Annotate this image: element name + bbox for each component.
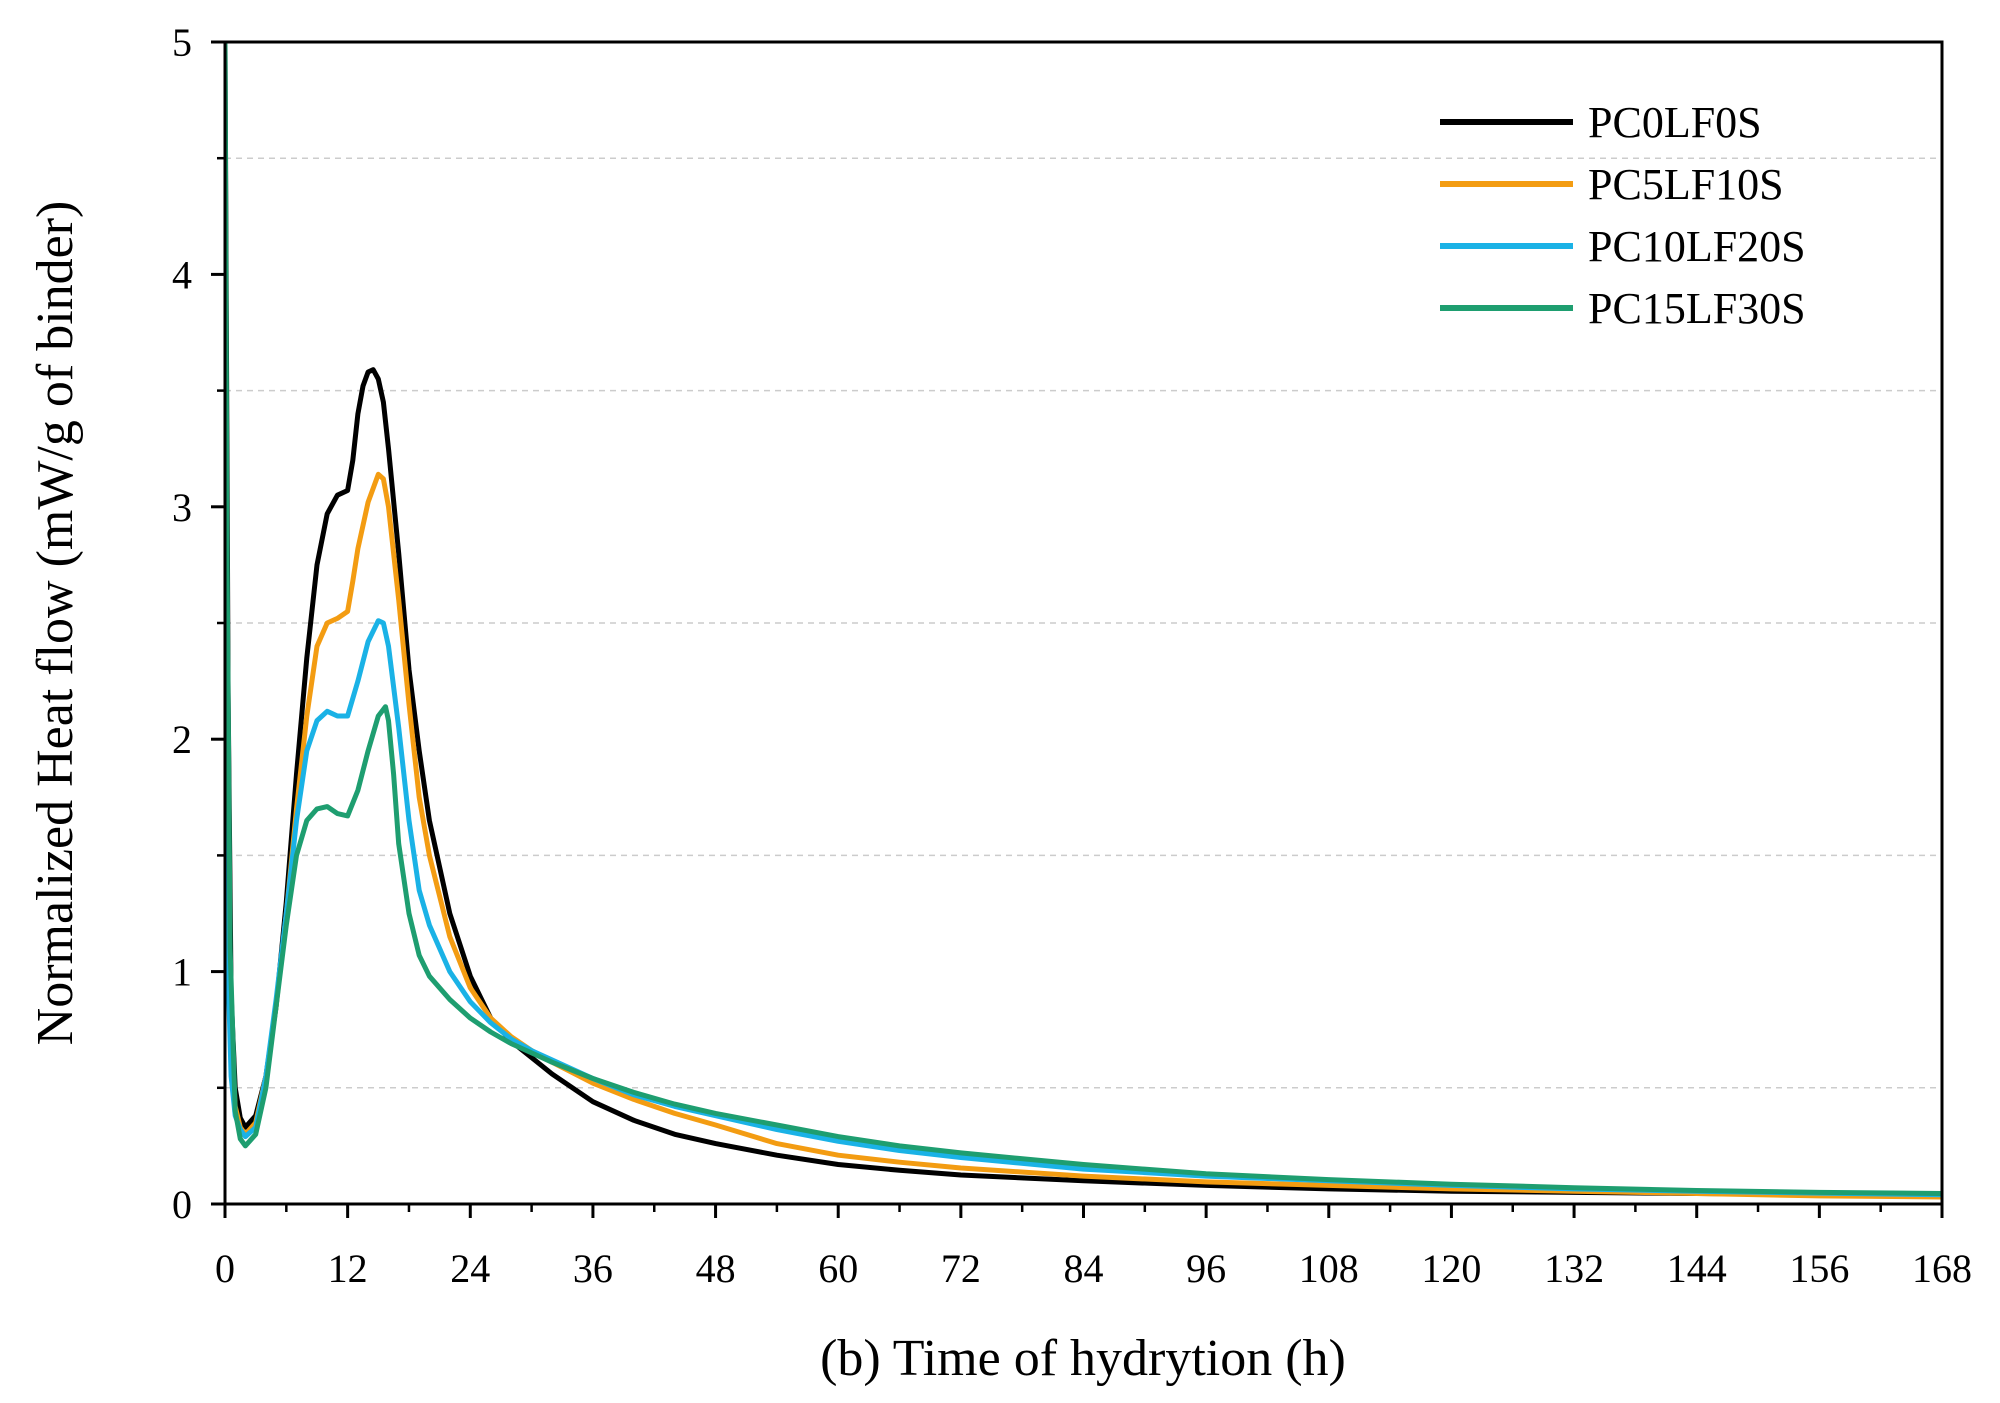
series-lines [225,42,1942,1200]
x-tick-label: 24 [450,1246,490,1291]
series-line-pc5lf10s [225,434,1942,1200]
x-tick-label: 48 [696,1246,736,1291]
legend-label-pc15lf30s: PC15LF30S [1588,284,1806,333]
y-tick-label: 0 [172,1182,192,1227]
x-tick-label: 144 [1667,1246,1727,1291]
y-tick-label: 2 [172,717,192,762]
series-line-pc10lf20s [225,618,1942,1198]
series-line-pc15lf30s [225,42,1942,1196]
y-tick-label: 5 [172,20,192,65]
legend-label-pc10lf20s: PC10LF20S [1588,222,1806,271]
x-tick-label: 36 [573,1246,613,1291]
x-tick-labels: 0 12 24 36 48 60 72 84 96 108 120 132 144 156 168 [215,1246,1972,1291]
legend: PC0LF0S PC5LF10S PC10LF20S PC15LF30S [1440,98,1806,333]
x-tick-label: 96 [1186,1246,1226,1291]
x-tick-label: 72 [941,1246,981,1291]
x-tick-label: 12 [328,1246,368,1291]
x-tick-label: 132 [1544,1246,1604,1291]
y-tick-label: 1 [172,950,192,995]
x-tick-label: 60 [818,1246,858,1291]
x-axis-title: (b) Time of hydrytion (h) [820,1330,1346,1387]
y-axis-title: Normalized Heat flow (mW/g of binder) [27,201,84,1046]
series-line-pc0lf0s [225,42,1942,1198]
x-tick-label: 120 [1421,1246,1481,1291]
x-tick-label: 84 [1064,1246,1104,1291]
y-tick-labels: 0 1 2 3 4 5 [172,20,192,1227]
x-tick-label: 108 [1299,1246,1359,1291]
y-tick-label: 4 [172,252,192,297]
grid-lines [225,157,1942,1089]
x-tick-label: 0 [215,1246,235,1291]
x-tick-label: 168 [1912,1246,1972,1291]
legend-label-pc0lf0s: PC0LF0S [1588,98,1762,147]
axis-ticks [211,40,1944,1218]
y-tick-label: 3 [172,485,192,530]
legend-label-pc5lf10s: PC5LF10S [1588,160,1784,209]
x-tick-label: 156 [1789,1246,1849,1291]
